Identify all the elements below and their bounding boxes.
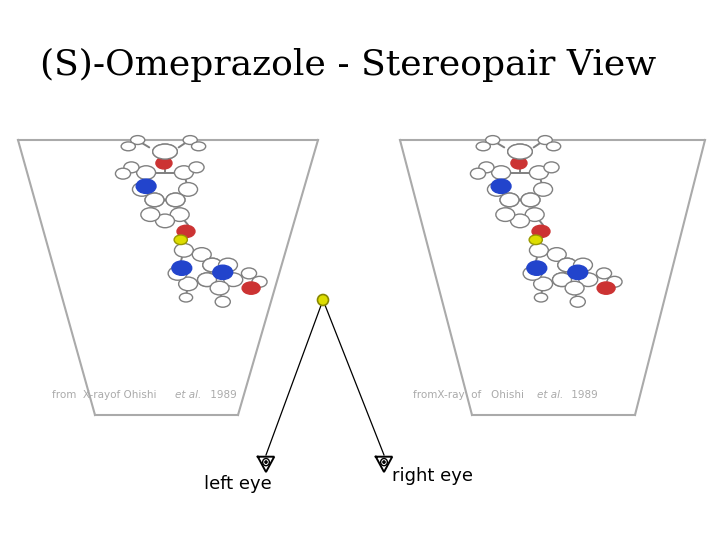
Ellipse shape bbox=[124, 162, 139, 173]
Ellipse shape bbox=[491, 179, 511, 193]
Ellipse shape bbox=[511, 157, 527, 169]
Ellipse shape bbox=[479, 162, 494, 173]
Ellipse shape bbox=[558, 258, 577, 272]
Ellipse shape bbox=[183, 136, 197, 145]
Text: 1989: 1989 bbox=[207, 390, 237, 400]
Ellipse shape bbox=[508, 144, 532, 159]
Ellipse shape bbox=[179, 183, 197, 196]
Text: et al.: et al. bbox=[537, 390, 563, 400]
Ellipse shape bbox=[534, 183, 552, 196]
Text: (S)-Omeprazole - Stereopair View: (S)-Omeprazole - Stereopair View bbox=[40, 48, 656, 82]
Ellipse shape bbox=[521, 193, 540, 207]
Ellipse shape bbox=[224, 273, 243, 287]
Ellipse shape bbox=[179, 277, 197, 291]
Ellipse shape bbox=[121, 142, 135, 151]
Ellipse shape bbox=[570, 296, 585, 307]
Ellipse shape bbox=[166, 193, 185, 207]
Ellipse shape bbox=[115, 168, 130, 179]
Text: fromX-ray  of   Ohishi: fromX-ray of Ohishi bbox=[413, 390, 527, 400]
Ellipse shape bbox=[130, 136, 145, 145]
Text: from  X-rayof Ohishi: from X-rayof Ohishi bbox=[52, 390, 163, 400]
Ellipse shape bbox=[568, 265, 588, 280]
Ellipse shape bbox=[521, 193, 540, 207]
Ellipse shape bbox=[492, 166, 510, 179]
Ellipse shape bbox=[381, 458, 387, 465]
Ellipse shape bbox=[500, 193, 519, 207]
Text: et al.: et al. bbox=[175, 390, 202, 400]
Ellipse shape bbox=[145, 193, 164, 207]
Text: 1989: 1989 bbox=[568, 390, 598, 400]
Ellipse shape bbox=[476, 142, 490, 151]
Ellipse shape bbox=[174, 166, 194, 179]
Ellipse shape bbox=[485, 136, 500, 145]
Ellipse shape bbox=[174, 235, 187, 245]
Ellipse shape bbox=[136, 179, 156, 193]
Ellipse shape bbox=[219, 258, 238, 272]
Ellipse shape bbox=[510, 214, 529, 228]
Ellipse shape bbox=[145, 193, 164, 207]
Text: right eye: right eye bbox=[392, 467, 473, 485]
Ellipse shape bbox=[496, 208, 515, 221]
Ellipse shape bbox=[203, 258, 222, 272]
Ellipse shape bbox=[213, 265, 233, 280]
Ellipse shape bbox=[597, 282, 615, 294]
Ellipse shape bbox=[596, 268, 611, 279]
Ellipse shape bbox=[538, 136, 552, 145]
Ellipse shape bbox=[529, 244, 549, 257]
Ellipse shape bbox=[265, 461, 267, 464]
Ellipse shape bbox=[523, 267, 542, 280]
Ellipse shape bbox=[534, 293, 548, 302]
Ellipse shape bbox=[263, 458, 269, 465]
Ellipse shape bbox=[170, 208, 189, 221]
Ellipse shape bbox=[179, 293, 193, 302]
Ellipse shape bbox=[156, 214, 174, 228]
Ellipse shape bbox=[153, 144, 177, 159]
Ellipse shape bbox=[141, 208, 160, 221]
Ellipse shape bbox=[552, 273, 572, 287]
Ellipse shape bbox=[241, 268, 256, 279]
Ellipse shape bbox=[382, 461, 385, 464]
Ellipse shape bbox=[189, 162, 204, 173]
Ellipse shape bbox=[174, 244, 194, 257]
Ellipse shape bbox=[534, 277, 552, 291]
Ellipse shape bbox=[527, 261, 546, 275]
Ellipse shape bbox=[137, 166, 156, 179]
Text: left eye: left eye bbox=[204, 475, 271, 493]
Ellipse shape bbox=[574, 258, 593, 272]
Ellipse shape bbox=[132, 183, 151, 196]
Ellipse shape bbox=[197, 273, 217, 287]
Ellipse shape bbox=[172, 261, 192, 275]
Ellipse shape bbox=[177, 225, 195, 238]
Ellipse shape bbox=[470, 168, 485, 179]
Ellipse shape bbox=[546, 142, 561, 151]
Ellipse shape bbox=[526, 208, 544, 221]
Ellipse shape bbox=[532, 225, 550, 238]
Ellipse shape bbox=[210, 281, 229, 295]
Ellipse shape bbox=[252, 276, 267, 287]
Ellipse shape bbox=[529, 235, 542, 245]
Ellipse shape bbox=[487, 183, 506, 196]
Ellipse shape bbox=[192, 248, 211, 261]
Ellipse shape bbox=[197, 273, 217, 287]
Ellipse shape bbox=[318, 294, 328, 306]
Ellipse shape bbox=[529, 166, 549, 179]
Ellipse shape bbox=[153, 144, 177, 159]
Ellipse shape bbox=[192, 142, 206, 151]
Ellipse shape bbox=[508, 144, 532, 159]
Ellipse shape bbox=[544, 162, 559, 173]
Ellipse shape bbox=[579, 273, 598, 287]
Ellipse shape bbox=[558, 258, 577, 272]
Ellipse shape bbox=[565, 281, 584, 295]
Ellipse shape bbox=[168, 267, 187, 280]
Ellipse shape bbox=[547, 248, 566, 261]
Ellipse shape bbox=[203, 258, 222, 272]
Ellipse shape bbox=[500, 193, 519, 207]
Ellipse shape bbox=[166, 193, 185, 207]
Ellipse shape bbox=[607, 276, 622, 287]
Ellipse shape bbox=[156, 157, 172, 169]
Ellipse shape bbox=[215, 296, 230, 307]
Ellipse shape bbox=[552, 273, 572, 287]
Ellipse shape bbox=[242, 282, 260, 294]
